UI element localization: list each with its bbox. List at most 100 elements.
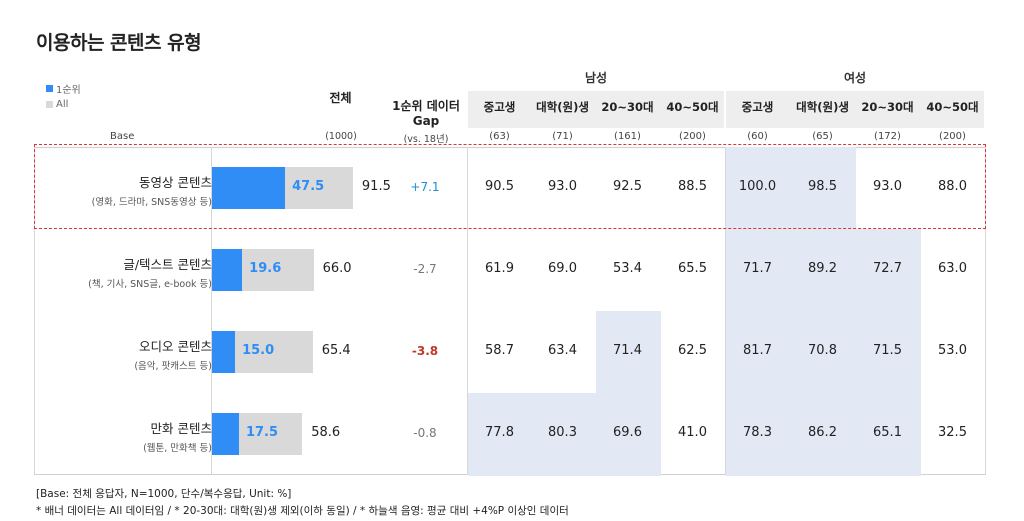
bar-first-video — [212, 167, 286, 209]
cell-comic-5: 86.2 — [808, 425, 837, 440]
cell-text-4: 71.7 — [743, 261, 772, 276]
bar-first-value-comic: 17.5 — [245, 425, 279, 440]
bar-first-value-video: 47.5 — [292, 179, 325, 194]
legend: 1순위 All — [46, 80, 81, 112]
cell-text-7: 63.0 — [938, 261, 967, 276]
row-label-video: 동영상 콘텐츠 (영화, 드라마, SNS동영상 등) — [92, 172, 212, 208]
row-label-main-text: 글/텍스트 콘텐츠 — [123, 257, 212, 272]
cell-comic-3: 41.0 — [678, 425, 707, 440]
bar-first-value-audio: 15.0 — [242, 343, 275, 358]
col-base-male-20-30: (161) — [614, 131, 641, 142]
total-header: 전체 — [329, 91, 352, 105]
cell-text-2: 53.4 — [613, 261, 642, 276]
col-base-male-40-50: (200) — [679, 131, 706, 142]
highlight-cell-audio-6 — [856, 311, 921, 394]
highlight-cell-video-4 — [726, 147, 791, 230]
label-divider — [211, 147, 212, 474]
base-label: Base — [110, 131, 135, 142]
cell-audio-3: 62.5 — [678, 343, 707, 358]
highlight-dashed-box — [34, 144, 986, 229]
cell-text-6: 72.7 — [873, 261, 902, 276]
total-value-comic: 58.6 — [311, 425, 341, 440]
highlight-cell-text-6 — [856, 229, 921, 312]
cell-video-0: 90.5 — [485, 179, 514, 194]
highlight-cell-video-5 — [791, 147, 856, 230]
row-label-main-video: 동영상 콘텐츠 — [139, 175, 212, 190]
highlight-cell-comic-6 — [856, 393, 921, 476]
cell-audio-4: 81.7 — [743, 343, 772, 358]
row-label-note-audio: (음악, 팟캐스트 등) — [134, 361, 212, 372]
total-value-video: 91.5 — [361, 179, 391, 194]
cell-video-7: 88.0 — [938, 179, 967, 194]
cell-video-5: 98.5 — [808, 179, 837, 194]
table-right-border — [985, 147, 986, 474]
male-header-band — [468, 91, 724, 128]
row-label-audio: 오디오 콘텐츠 (음악, 팟캐스트 등) — [134, 336, 212, 372]
col-header-female-40-50: 40~50대 — [926, 100, 979, 114]
group-label-female: 여성 — [843, 71, 867, 85]
legend-swatch-first — [46, 84, 53, 92]
cell-text-1: 69.0 — [548, 261, 577, 276]
cell-text-0: 61.9 — [485, 261, 514, 276]
cell-comic-2: 69.6 — [613, 425, 642, 440]
cell-comic-0: 77.8 — [485, 425, 514, 440]
row-label-comic: 만화 콘텐츠 (웹툰, 만화책 등) — [143, 418, 212, 454]
footnote-notes: * 배너 데이터는 All 데이터임 / * 20-30대: 대학(원)생 제외… — [36, 505, 569, 517]
gap-header-line1: 1순위 데이터 — [392, 99, 460, 113]
highlight-cell-audio-4 — [726, 311, 791, 394]
female-header-band — [726, 91, 984, 128]
cell-comic-6: 65.1 — [873, 425, 902, 440]
total-base: (1000) — [325, 131, 357, 142]
total-value-audio: 65.4 — [321, 343, 351, 358]
row-label-main-comic: 만화 콘텐츠 — [150, 421, 212, 436]
footnote-base: [Base: 전체 응답자, N=1000, 단수/복수응답, Unit: %] — [36, 488, 292, 500]
cell-audio-7: 53.0 — [938, 343, 967, 358]
bar-first-comic — [212, 413, 239, 455]
cell-comic-4: 78.3 — [743, 425, 772, 440]
cell-video-6: 93.0 — [873, 179, 902, 194]
cell-audio-1: 63.4 — [548, 343, 577, 358]
cell-video-1: 93.0 — [548, 179, 577, 194]
row-label-note-comic: (웹툰, 만화책 등) — [143, 443, 212, 454]
col-header-male-20-30: 20~30대 — [601, 100, 654, 114]
female-divider — [725, 147, 726, 474]
table-left-border — [34, 147, 35, 474]
row-label-main-audio: 오디오 콘텐츠 — [139, 339, 212, 354]
highlight-cell-audio-5 — [791, 311, 856, 394]
total-value-text: 66.0 — [322, 261, 352, 276]
col-base-female-40-50: (200) — [939, 131, 966, 142]
page-title: 이용하는 콘텐츠 유형 — [36, 32, 202, 54]
col-header-female-middle-high: 중고생 — [741, 100, 774, 114]
legend-item-all: All — [46, 96, 81, 112]
row-label-note-text: (책, 기사, SNS글, e-book 등) — [88, 279, 212, 290]
bar-first-value-text: 19.6 — [249, 261, 282, 276]
legend-label-first: 1순위 — [56, 84, 81, 96]
highlight-cell-comic-2 — [596, 393, 661, 476]
highlight-cell-comic-5 — [791, 393, 856, 476]
bar-first-text — [212, 249, 243, 291]
cell-audio-0: 58.7 — [485, 343, 514, 358]
cell-video-3: 88.5 — [678, 179, 707, 194]
cell-comic-7: 32.5 — [938, 425, 967, 440]
col-base-female-middle-high: (60) — [747, 131, 768, 142]
group-label-male: 남성 — [584, 71, 608, 85]
highlight-cell-text-4 — [726, 229, 791, 312]
col-base-male-middle-high: (63) — [489, 131, 510, 142]
gap-value-video: +7.1 — [410, 180, 440, 194]
col-base-female-20-30: (172) — [874, 131, 901, 142]
col-header-female-college: 대학(원)생 — [796, 100, 849, 114]
gap-value-comic: -0.8 — [413, 426, 437, 440]
highlight-cell-comic-4 — [726, 393, 791, 476]
gap-value-audio: -3.8 — [411, 344, 439, 358]
gap-value-text: -2.7 — [413, 262, 437, 276]
male-divider — [467, 147, 468, 474]
cell-comic-1: 80.3 — [548, 425, 577, 440]
cell-audio-2: 71.4 — [613, 343, 642, 358]
cell-text-3: 65.5 — [678, 261, 707, 276]
cell-audio-5: 70.8 — [808, 343, 837, 358]
col-header-male-college: 대학(원)생 — [536, 100, 589, 114]
legend-swatch-all — [46, 100, 53, 108]
cell-video-4: 100.0 — [738, 179, 777, 194]
cell-video-2: 92.5 — [613, 179, 642, 194]
highlight-cell-comic-0 — [468, 393, 531, 476]
